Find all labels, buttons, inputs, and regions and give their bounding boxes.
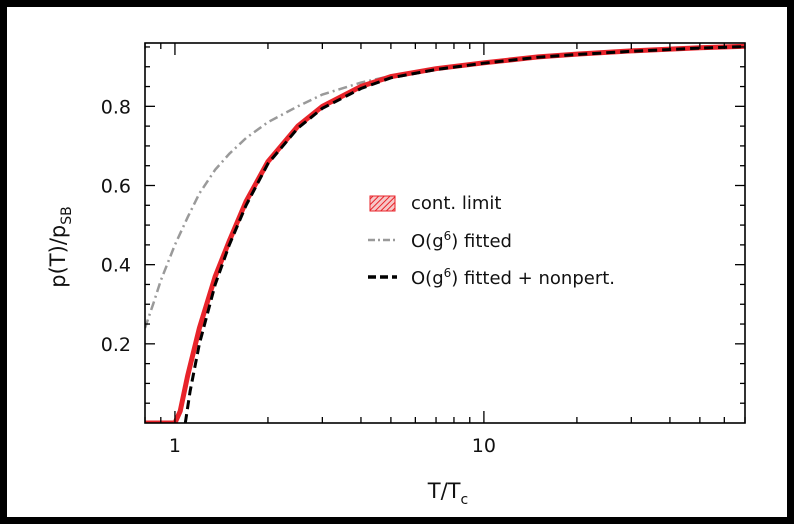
y-tick-label: 0.6	[101, 176, 131, 198]
legend-label-g6-nonpert: O(g6) fitted + nonpert.	[411, 266, 615, 289]
series-line-g6-nonpert	[183, 45, 745, 423]
legend-label-g6-nonpert-rest: ) fitted + nonpert.	[451, 268, 615, 289]
legend-label-g6-fitted-sup: 6	[444, 229, 452, 243]
y-tick-label: 0.4	[101, 255, 131, 277]
legend-label-g6-fitted: O(g6) fitted	[411, 229, 512, 252]
x-axis-label: T/Tc	[427, 479, 468, 508]
legend-label-g6-nonpert-main: O(g	[411, 268, 444, 289]
y-tick-label: 0.2	[101, 334, 131, 356]
series-line-g6-fitted	[145, 44, 745, 329]
legend-label-g6-nonpert-sup: 6	[444, 266, 452, 280]
y-axis-label-sub: SB	[59, 206, 75, 225]
x-tick-label: 1	[169, 435, 181, 457]
x-axis-label-sub: c	[461, 492, 469, 508]
x-axis-label-main: T/T	[427, 479, 461, 503]
legend-swatch-cont-limit	[369, 195, 396, 212]
y-axis-label-main: p(T)/p	[46, 225, 70, 288]
y-tick-label: 0.8	[101, 96, 131, 118]
pressure-chart: 0.2 0.4 0.6 0.8 1 10 p(T)/pSB T/Tc cont. limi…	[46, 42, 746, 508]
y-axis-label: p(T)/pSB	[46, 206, 75, 287]
x-tick-label: 10	[472, 435, 496, 457]
legend-label-cont-limit: cont. limit	[411, 193, 501, 214]
legend-label-g6-fitted-main: O(g	[411, 231, 444, 252]
plot-frame	[144, 42, 746, 424]
legend-label-g6-fitted-rest: ) fitted	[451, 231, 512, 252]
legend: cont. limit O(g6) fitted O(g6) fitted + …	[368, 193, 615, 289]
chart-frame: 0.2 0.4 0.6 0.8 1 10 p(T)/pSB T/Tc cont. limi…	[7, 7, 787, 517]
